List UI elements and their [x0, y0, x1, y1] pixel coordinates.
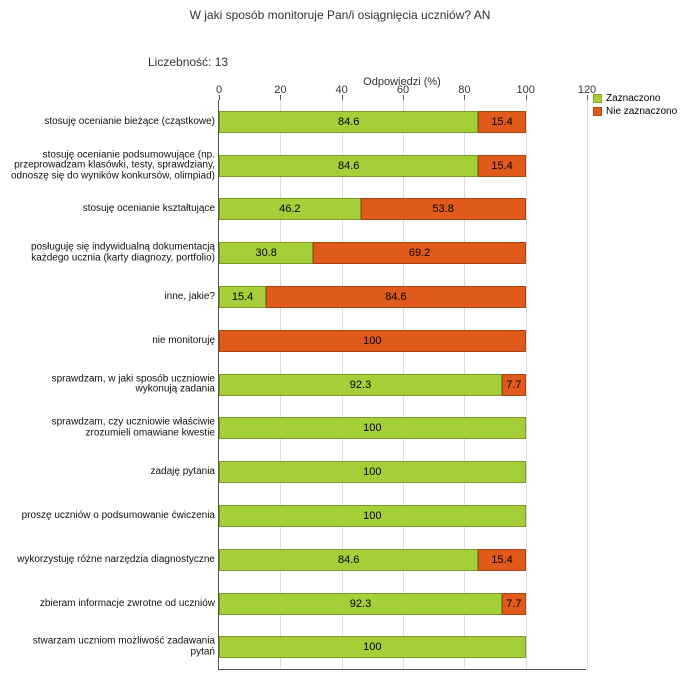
row-label: wykorzystuję różne narzędzia diagnostycz… [9, 555, 219, 566]
row-label: inne, jakie? [9, 292, 219, 303]
legend: Zaznaczono Nie zaznaczono [593, 93, 677, 119]
chart-container: W jaki sposób monitoruje Pan/i osiągnięc… [0, 0, 680, 680]
bar-segment-marked: 100 [219, 636, 526, 658]
legend-swatch [593, 94, 602, 103]
bar-track: 100 [219, 461, 526, 483]
legend-label: Zaznaczono [606, 93, 660, 104]
bar-segment-unmarked: 15.4 [478, 155, 525, 177]
chart-row: wykorzystuję różne narzędzia diagnostycz… [219, 538, 586, 582]
bar-track: 100 [219, 417, 526, 439]
x-tick-label: 0 [216, 84, 222, 96]
row-label: stosuję ocenianie bieżące (cząstkowe) [9, 117, 219, 128]
row-label: stosuję ocenianie podsumowujące (np. prz… [9, 150, 219, 182]
row-label: zbieram informacje zwrotne od uczniów [9, 598, 219, 609]
bar-segment-unmarked: 15.4 [478, 111, 525, 133]
x-tick-label: 80 [458, 84, 470, 96]
chart-row: stwarzam uczniom możliwość zadawania pyt… [219, 626, 586, 670]
row-label: nie monitoruję [9, 336, 219, 347]
bar-track: 92.37.7 [219, 593, 526, 615]
row-label: proszę uczniów o podsumowanie ćwiczenia [9, 511, 219, 522]
bar-segment-unmarked: 7.7 [502, 593, 526, 615]
bar-segment-marked: 15.4 [219, 286, 266, 308]
bar-segment-unmarked: 15.4 [478, 549, 525, 571]
chart-row: stosuję ocenianie bieżące (cząstkowe)84.… [219, 100, 586, 144]
legend-swatch [593, 107, 602, 116]
x-tick-label: 60 [397, 84, 409, 96]
bar-track: 92.37.7 [219, 374, 526, 396]
legend-label: Nie zaznaczono [606, 106, 677, 117]
chart-row: stosuję ocenianie podsumowujące (np. prz… [219, 144, 586, 188]
bar-track: 15.484.6 [219, 286, 526, 308]
x-tick-label: 20 [274, 84, 286, 96]
bar-track: 100 [219, 330, 526, 352]
row-label: stosuję ocenianie kształtujące [9, 204, 219, 215]
bar-segment-marked: 100 [219, 505, 526, 527]
row-label: sprawdzam, czy uczniowie właściwie zrozu… [9, 418, 219, 439]
x-tick-label: 100 [516, 84, 534, 96]
chart-row: inne, jakie?15.484.6 [219, 275, 586, 319]
chart-row: sprawdzam, w jaki sposób uczniowie wykon… [219, 363, 586, 407]
row-label: posługuję się indywidualną dokumentacją … [9, 243, 219, 264]
bar-track: 100 [219, 505, 526, 527]
row-label: stwarzam uczniom możliwość zadawania pyt… [9, 637, 219, 658]
chart-row: zadaję pytania100 [219, 450, 586, 494]
bar-segment-marked: 84.6 [219, 155, 478, 177]
bar-segment-marked: 92.3 [219, 374, 502, 396]
bar-segment-marked: 100 [219, 417, 526, 439]
x-tick-label: 40 [336, 84, 348, 96]
bar-track: 100 [219, 636, 526, 658]
chart-row: sprawdzam, czy uczniowie właściwie zrozu… [219, 407, 586, 451]
plot-area: 020406080100120stosuję ocenianie bieżące… [218, 100, 586, 670]
bar-segment-marked: 84.6 [219, 549, 478, 571]
row-label: zadaję pytania [9, 467, 219, 478]
bar-segment-unmarked: 53.8 [361, 198, 526, 220]
bar-segment-marked: 46.2 [219, 198, 361, 220]
bar-track: 84.615.4 [219, 549, 526, 571]
bar-segment-unmarked: 69.2 [313, 242, 525, 264]
bar-track: 30.869.2 [219, 242, 526, 264]
row-label: sprawdzam, w jaki sposób uczniowie wykon… [9, 374, 219, 395]
chart-row: stosuję ocenianie kształtujące46.253.8 [219, 188, 586, 232]
bar-track: 84.615.4 [219, 155, 526, 177]
bar-segment-marked: 92.3 [219, 593, 502, 615]
bar-segment-unmarked: 7.7 [502, 374, 526, 396]
bar-track: 84.615.4 [219, 111, 526, 133]
chart-row: proszę uczniów o podsumowanie ćwiczenia1… [219, 494, 586, 538]
legend-item: Nie zaznaczono [593, 106, 677, 117]
bar-track: 46.253.8 [219, 198, 526, 220]
grid-line [587, 100, 588, 669]
chart-row: nie monitoruję100 [219, 319, 586, 363]
bar-segment-unmarked: 84.6 [266, 286, 525, 308]
chart-row: posługuję się indywidualną dokumentacją … [219, 231, 586, 275]
chart-title: W jaki sposób monitoruje Pan/i osiągnięc… [0, 8, 680, 22]
chart-row: zbieram informacje zwrotne od uczniów92.… [219, 582, 586, 626]
legend-item: Zaznaczono [593, 93, 677, 104]
bar-segment-marked: 100 [219, 461, 526, 483]
bar-segment-marked: 84.6 [219, 111, 478, 133]
bar-segment-unmarked: 100 [219, 330, 526, 352]
chart-subtitle: Liczebność: 13 [148, 55, 228, 69]
bar-segment-marked: 30.8 [219, 242, 313, 264]
